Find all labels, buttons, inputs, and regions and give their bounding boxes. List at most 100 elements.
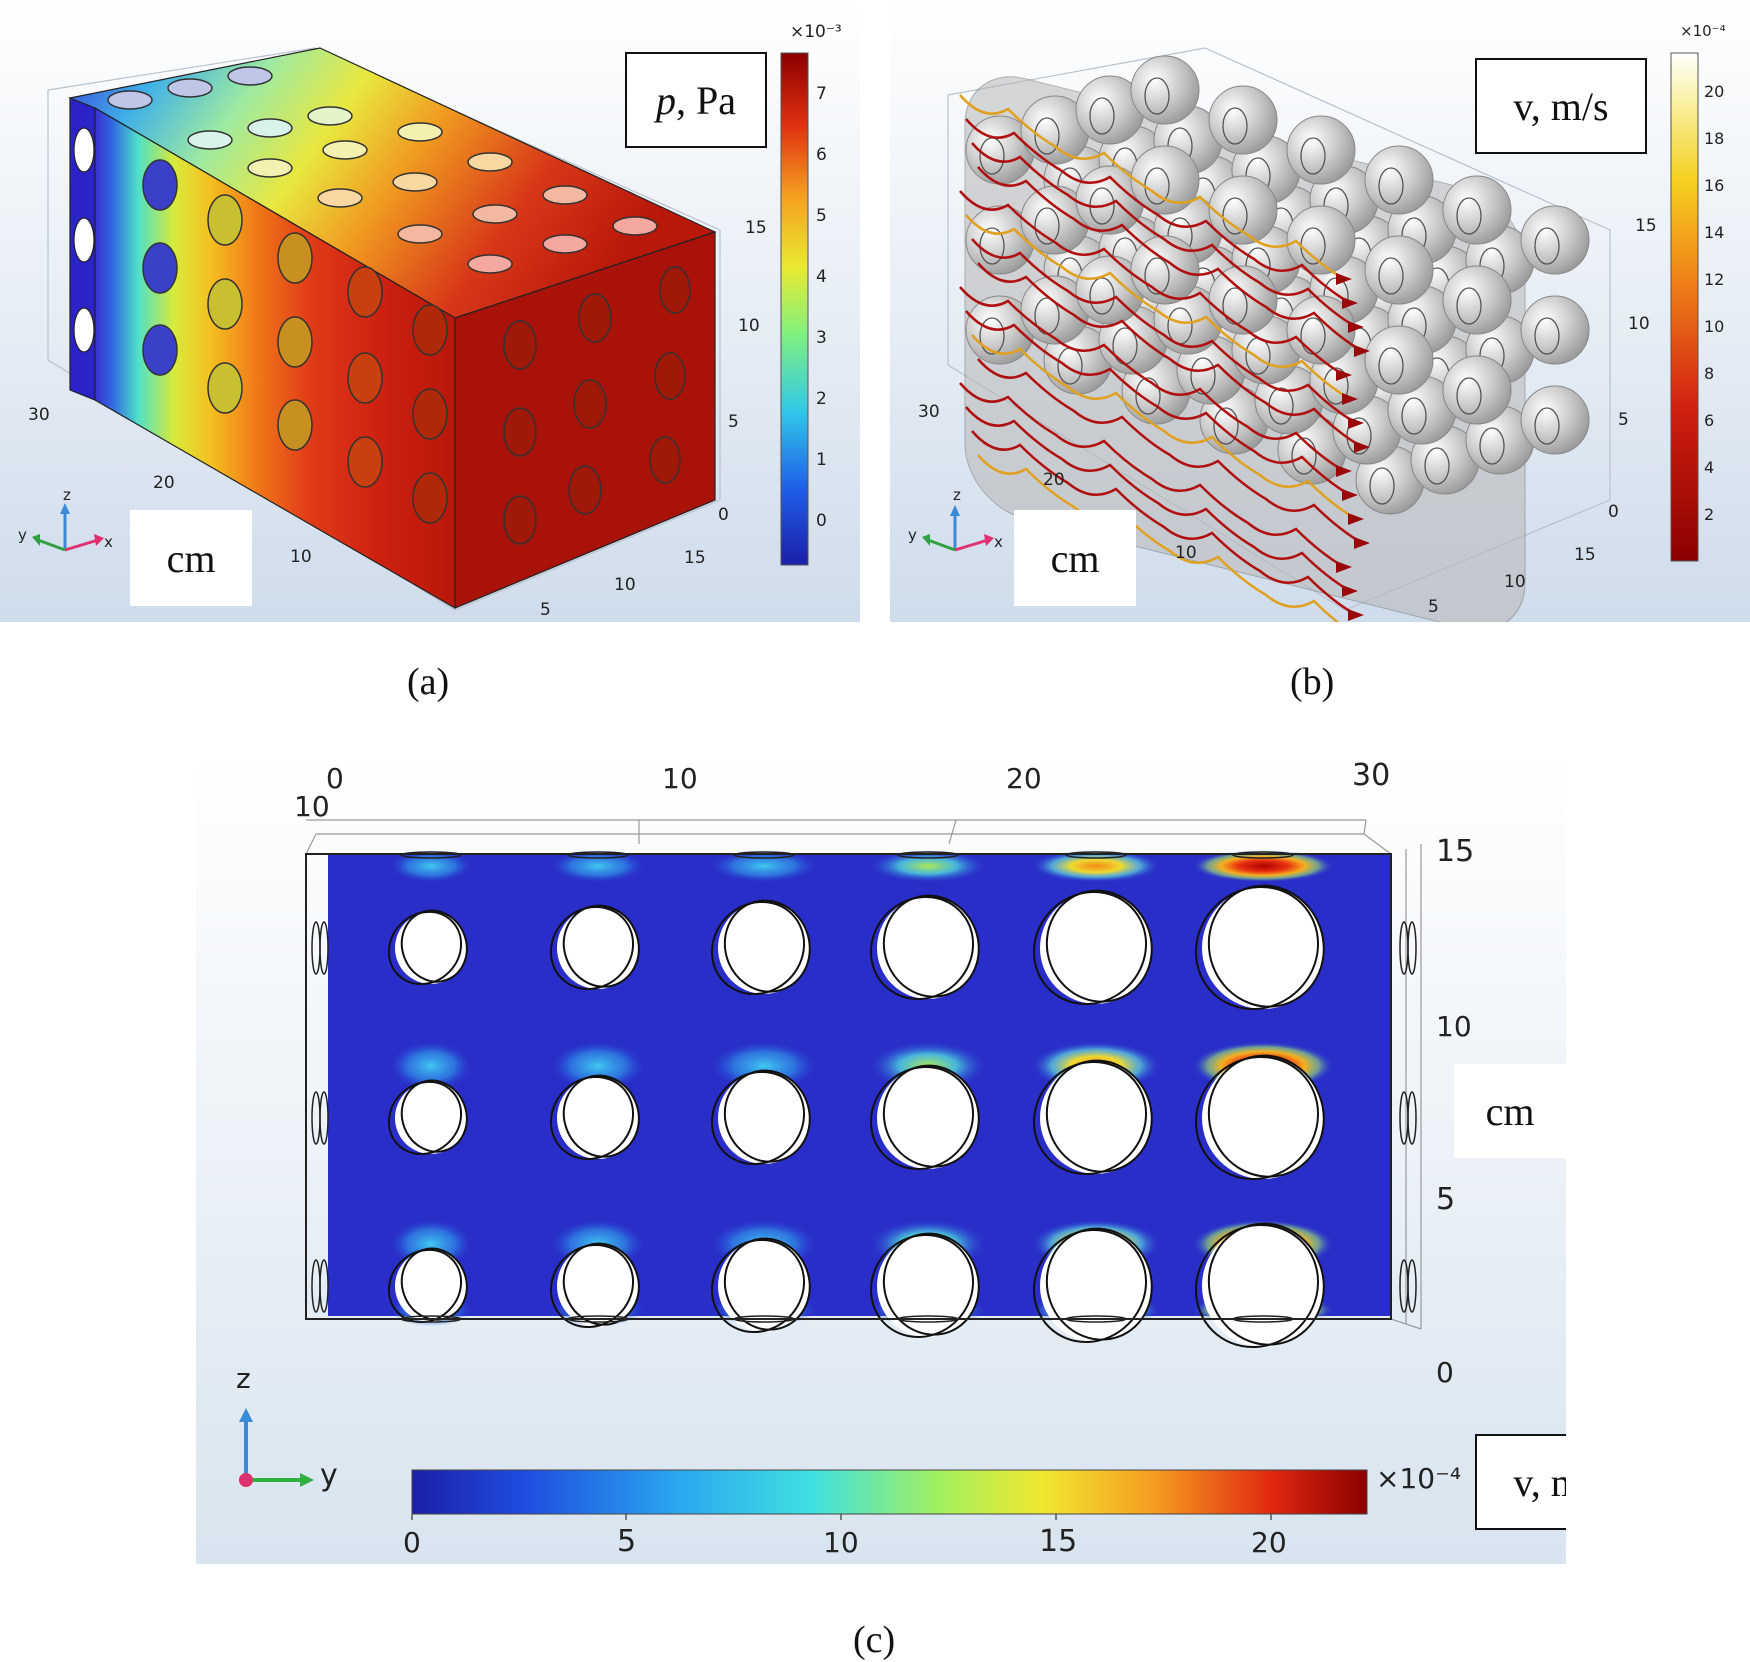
streamline bbox=[977, 262, 1363, 449]
solid-sphere bbox=[1208, 265, 1278, 335]
pore-outline bbox=[733, 1315, 795, 1323]
velocity-colorbar bbox=[1670, 52, 1699, 562]
streamline bbox=[965, 310, 1351, 497]
pore-outline bbox=[1194, 1223, 1320, 1349]
quantity-label: v, m/s bbox=[1475, 58, 1647, 154]
pore-outline bbox=[1407, 1259, 1417, 1313]
axis-tick: 5 bbox=[540, 600, 551, 620]
solid-sphere bbox=[1442, 175, 1512, 245]
pore-outline bbox=[1144, 257, 1170, 295]
pore-outline bbox=[562, 1074, 640, 1158]
colorbar-tick: 4 bbox=[1704, 458, 1715, 477]
solid-sphere bbox=[1520, 205, 1590, 275]
pore-opening bbox=[1040, 1062, 1152, 1174]
quantity-label: p, Pa bbox=[625, 52, 767, 148]
pore-opening bbox=[1202, 887, 1324, 1009]
pore-outline bbox=[319, 1091, 329, 1145]
colorbar-tick: 16 bbox=[1704, 176, 1725, 195]
colorbar-tick: 0 bbox=[816, 511, 827, 531]
pore-outline bbox=[710, 900, 806, 996]
pore-outline bbox=[869, 1065, 975, 1171]
velocity-colorbar bbox=[411, 1469, 1368, 1515]
pore-outline bbox=[1207, 1222, 1325, 1346]
pore-outline bbox=[1456, 287, 1482, 325]
streamline bbox=[959, 94, 1345, 281]
streamline bbox=[959, 190, 1345, 377]
colorbar-tick: 1 bbox=[816, 450, 827, 470]
pore-opening bbox=[1202, 1225, 1324, 1347]
axis-tick: 15 bbox=[745, 218, 767, 238]
streamline bbox=[965, 214, 1351, 401]
pore-outline bbox=[1034, 207, 1060, 245]
top-axis-tick: 30 bbox=[1352, 758, 1391, 793]
pore-outline bbox=[1207, 1054, 1325, 1178]
pore-outline bbox=[733, 851, 795, 859]
streamline-arrow-icon bbox=[1348, 321, 1364, 333]
top-left-tick: 10 bbox=[294, 790, 330, 823]
pore-outline bbox=[1534, 227, 1560, 265]
pore-outline bbox=[549, 1075, 635, 1161]
streamline-arrow-icon bbox=[1348, 513, 1364, 525]
panel-b: ×10⁻⁴ 20 18 16 14 12 10 8 6 4 2 v, m/s c… bbox=[890, 0, 1750, 622]
streamline-arrow-icon bbox=[1348, 417, 1364, 429]
pore-outline bbox=[723, 1237, 811, 1331]
unit-label: cm bbox=[1454, 1064, 1566, 1158]
top-axis-tick: 20 bbox=[1006, 762, 1042, 795]
streamline-arrow-icon bbox=[1354, 345, 1370, 357]
pore-outline bbox=[723, 899, 811, 993]
pore-outline bbox=[1045, 1227, 1153, 1341]
axis-y-label: y bbox=[320, 1458, 338, 1493]
streamline bbox=[965, 118, 1351, 305]
pore-opening bbox=[877, 1067, 979, 1169]
pore-outline bbox=[1300, 137, 1326, 175]
colorbar-tick: 0 bbox=[403, 1526, 421, 1559]
pore-outline bbox=[1194, 1055, 1320, 1181]
streamline-arrow-icon bbox=[1336, 561, 1352, 573]
colorbar-exponent: ×10⁻³ bbox=[790, 22, 842, 42]
pore-outline bbox=[897, 1315, 959, 1323]
colorbar-exponent: ×10⁻⁴ bbox=[1680, 22, 1726, 40]
axis-tick: 10 bbox=[1628, 314, 1650, 334]
streamline-arrow-icon bbox=[1336, 369, 1352, 381]
velocity-slice-plot bbox=[196, 754, 1566, 1564]
panel-c: 10 0 10 20 30 15 10 5 0 cm v, m/s ×10⁻⁴ … bbox=[196, 754, 1566, 1564]
velocity-hotspot bbox=[391, 1042, 471, 1090]
pore-outline bbox=[567, 851, 629, 859]
solid-sphere bbox=[1130, 55, 1200, 125]
solid-sphere bbox=[1364, 235, 1434, 305]
pore-outline bbox=[1190, 357, 1216, 395]
velocity-hotspot bbox=[1032, 850, 1160, 882]
velocity-hotspot bbox=[552, 1042, 644, 1090]
streamline-arrow-icon bbox=[1342, 393, 1358, 405]
pore-outline bbox=[387, 910, 463, 986]
pore-outline bbox=[1534, 317, 1560, 355]
unit-label: cm bbox=[1014, 510, 1136, 606]
quantity-symbol: p bbox=[656, 77, 676, 123]
axis-tick: 0 bbox=[1608, 502, 1619, 522]
pore-outline bbox=[897, 851, 959, 859]
axes-triad-icon bbox=[922, 505, 994, 552]
pore-outline bbox=[1034, 117, 1060, 155]
streamline bbox=[971, 238, 1357, 425]
pore-opening bbox=[1040, 1230, 1152, 1342]
streamline-arrow-icon bbox=[1336, 273, 1352, 285]
streamline bbox=[971, 334, 1357, 521]
colorbar-exponent: ×10⁻⁴ bbox=[1376, 1462, 1462, 1495]
velocity-hotspot bbox=[1193, 850, 1333, 882]
pore-outline bbox=[869, 895, 975, 1001]
axis-tick: 20 bbox=[1043, 470, 1065, 490]
pore-outline bbox=[1032, 1228, 1148, 1344]
colorbar-tick: 20 bbox=[1251, 1526, 1287, 1559]
pore-outline bbox=[1407, 1091, 1417, 1145]
axis-z-label: z bbox=[63, 486, 71, 504]
pore-outline bbox=[1424, 447, 1450, 485]
pore-outline bbox=[400, 1079, 468, 1153]
axes-triad-icon bbox=[32, 503, 104, 552]
pore-opening bbox=[877, 1235, 979, 1337]
streamline bbox=[959, 286, 1345, 473]
solid-sphere bbox=[1442, 355, 1512, 425]
colorbar-tick: 6 bbox=[816, 145, 827, 165]
right-axis-tick: 5 bbox=[1436, 1182, 1456, 1217]
axis-tick: 5 bbox=[728, 412, 739, 432]
pore-opening bbox=[718, 1240, 810, 1332]
